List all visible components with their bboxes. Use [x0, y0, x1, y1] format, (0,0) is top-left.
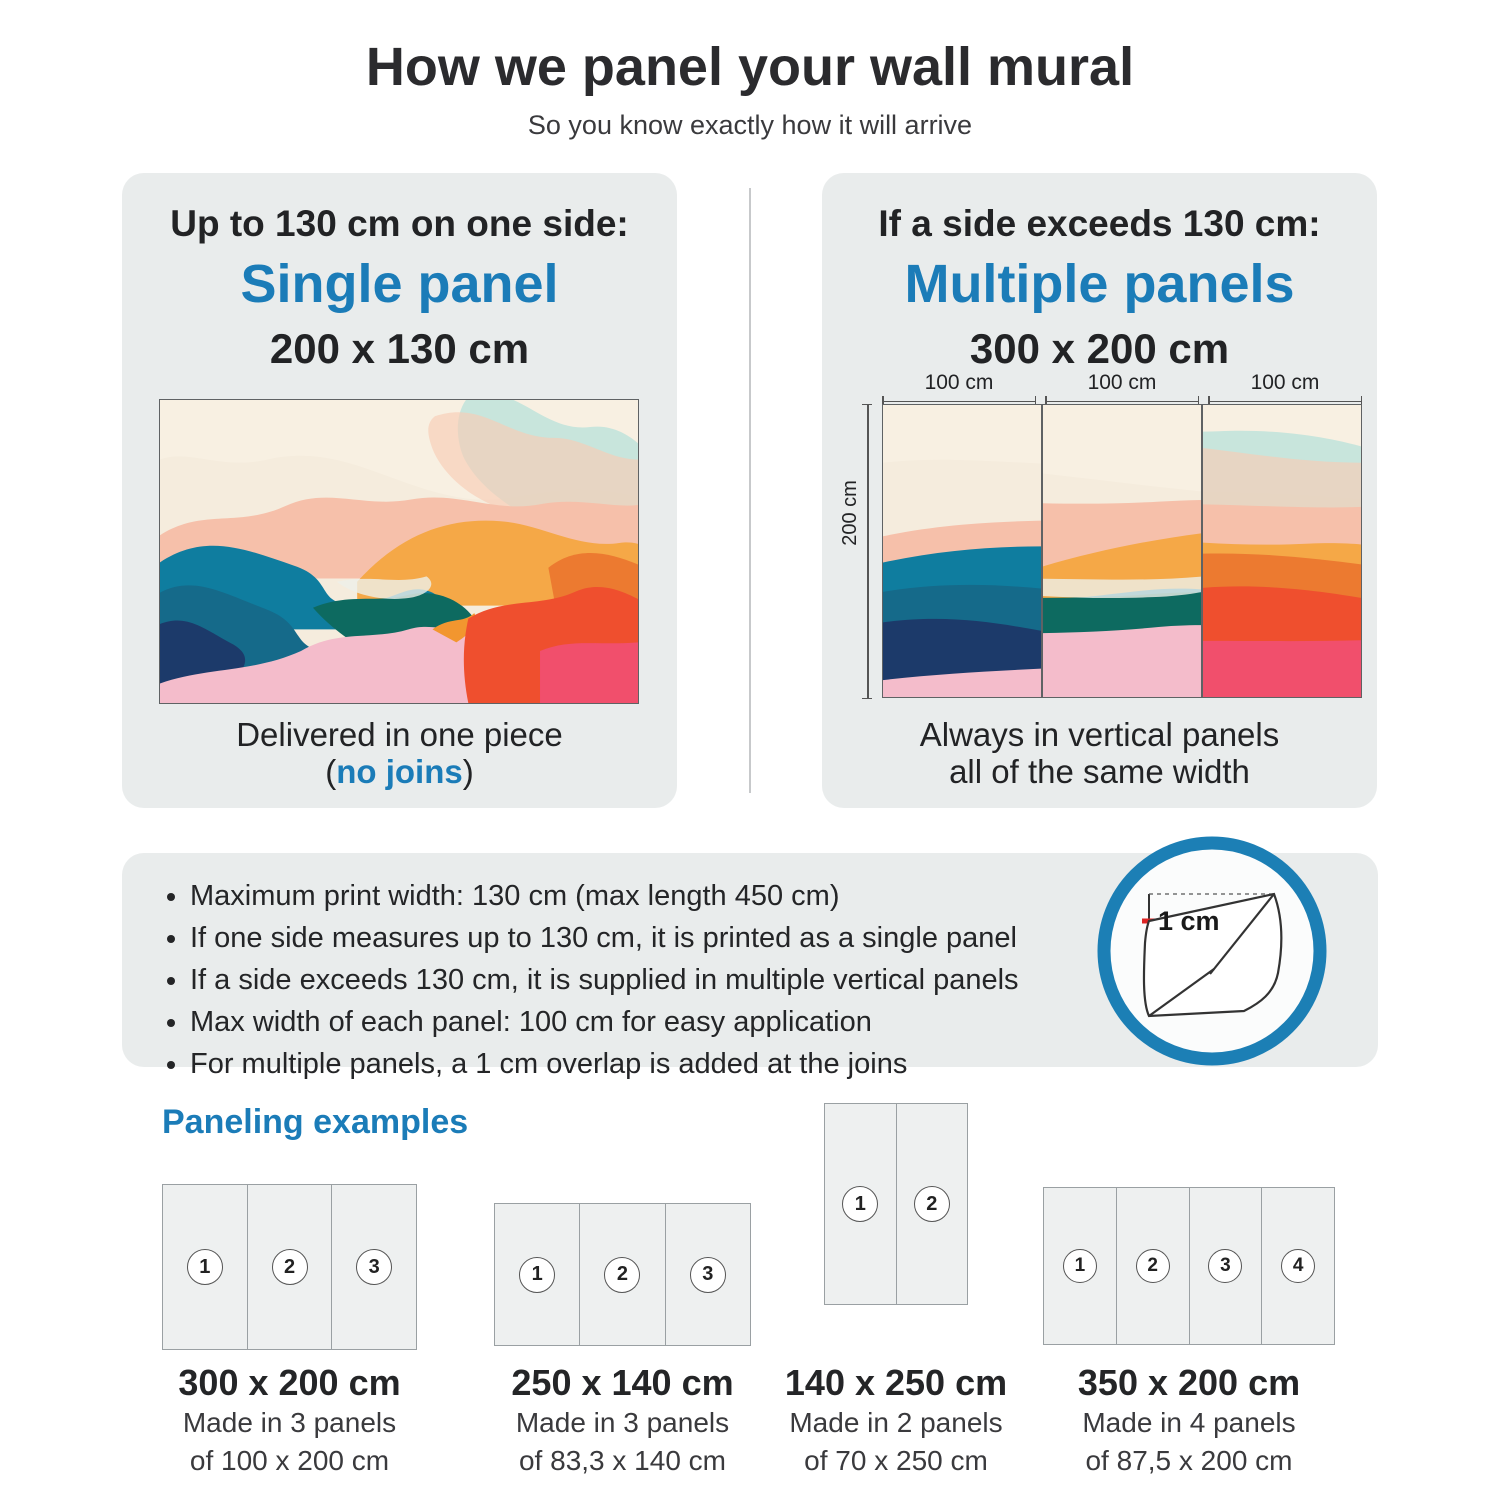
- svg-text:200 cm: 200 cm: [839, 480, 861, 546]
- svg-text:1 cm: 1 cm: [1158, 906, 1220, 936]
